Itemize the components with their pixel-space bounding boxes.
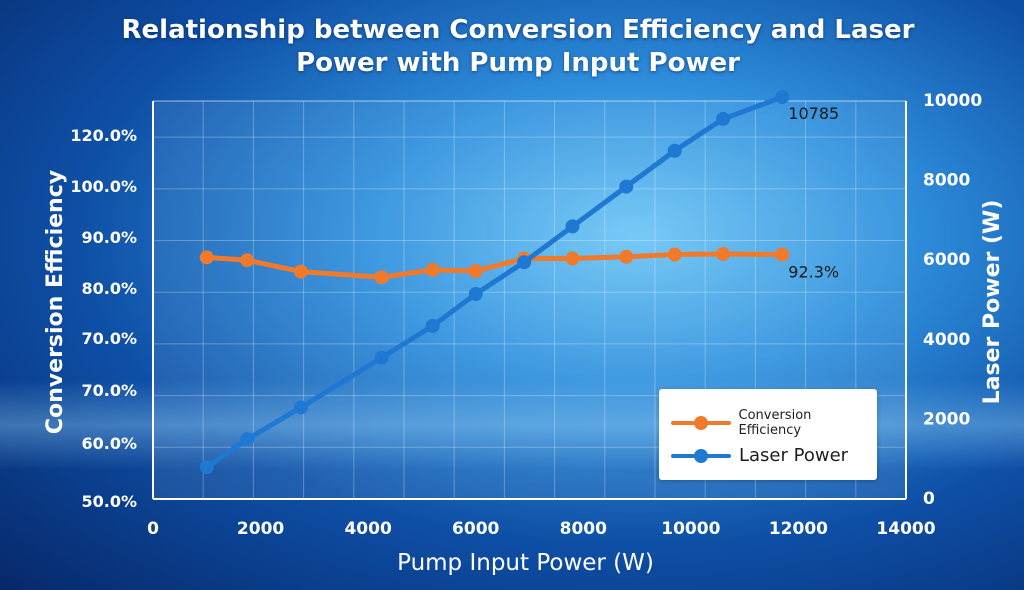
legend-item-efficiency: Conversion Efficiency — [671, 408, 877, 438]
data-point-laser-power — [293, 400, 308, 415]
data-point-efficiency — [425, 262, 440, 277]
y-left-tick-label: 70.0% — [81, 381, 137, 400]
data-label-efficiency: 92.3% — [788, 263, 839, 282]
x-tick-label: 8000 — [560, 519, 607, 539]
y-right-tick-label: 2000 — [923, 409, 970, 429]
data-point-laser-power — [517, 255, 532, 270]
chart-title-line1: Relationship between Conversion Efficien… — [121, 15, 915, 45]
x-tick-label: 0 — [147, 519, 159, 539]
data-point-efficiency — [619, 249, 634, 264]
x-tick-label: 6000 — [452, 519, 499, 539]
legend-label-efficiency: Conversion Efficiency — [738, 408, 812, 438]
legend-swatch-laser-power — [671, 448, 731, 463]
data-point-efficiency — [374, 270, 389, 285]
y-left-tick-label: 90.0% — [81, 228, 137, 247]
legend-swatch-efficiency — [671, 416, 731, 430]
x-axis-title: Pump Input Power (W) — [397, 550, 654, 576]
data-point-laser-power — [425, 318, 440, 333]
y-left-tick-label: 60.0% — [81, 434, 137, 453]
data-point-efficiency — [716, 246, 731, 261]
data-point-laser-power — [374, 350, 389, 365]
y-left-tick-label: 80.0% — [81, 279, 137, 298]
data-point-efficiency — [667, 247, 682, 262]
data-point-efficiency — [775, 247, 790, 262]
data-point-laser-power — [565, 219, 580, 234]
data-point-laser-power — [619, 179, 634, 194]
x-tick-label: 10000 — [661, 519, 720, 539]
y-right-tick-label: 8000 — [923, 171, 970, 191]
y-right-tick-label: 0 — [923, 489, 935, 509]
data-label-laser-power: 10785 — [788, 104, 839, 123]
chart-title-line2: Power with Pump Input Power — [296, 48, 740, 78]
y-right-tick-label: 4000 — [923, 330, 970, 350]
y-left-tick-label: 70.0% — [81, 329, 137, 348]
y-axis-left-title: Conversion Efficiency — [43, 170, 68, 434]
x-tick-label: 2000 — [237, 519, 284, 539]
x-tick-label: 4000 — [344, 519, 391, 539]
legend: Conversion Efficiency Laser Power — [659, 389, 877, 480]
data-point-efficiency — [240, 253, 255, 268]
chart-title: Relationship between Conversion Efficien… — [0, 14, 1024, 80]
x-tick-label: 14000 — [876, 519, 935, 539]
series-line-efficiency — [204, 251, 785, 280]
data-point-efficiency — [565, 251, 580, 266]
legend-item-laser-power: Laser Power — [671, 445, 848, 466]
data-point-laser-power — [775, 90, 790, 105]
data-point-laser-power — [240, 432, 255, 447]
y-left-tick-label: 120.0% — [70, 126, 137, 145]
y-right-tick-label: 6000 — [923, 250, 970, 270]
y-left-tick-label: 100.0% — [70, 177, 137, 196]
data-point-efficiency — [468, 264, 483, 279]
legend-label-laser-power: Laser Power — [739, 445, 849, 466]
x-tick-label: 12000 — [769, 519, 828, 539]
data-point-laser-power — [199, 460, 214, 475]
y-left-tick-label: 50.0% — [81, 492, 137, 511]
data-point-laser-power — [468, 287, 483, 302]
data-point-efficiency — [199, 250, 214, 265]
data-point-laser-power — [716, 111, 731, 126]
data-point-laser-power — [667, 143, 682, 158]
y-axis-right-title: Laser Power (W) — [980, 200, 1005, 405]
series-line-laser-power — [204, 94, 785, 470]
data-point-efficiency — [293, 264, 308, 279]
y-right-tick-label: 10000 — [923, 91, 982, 111]
series-points-laser-power — [199, 90, 790, 475]
